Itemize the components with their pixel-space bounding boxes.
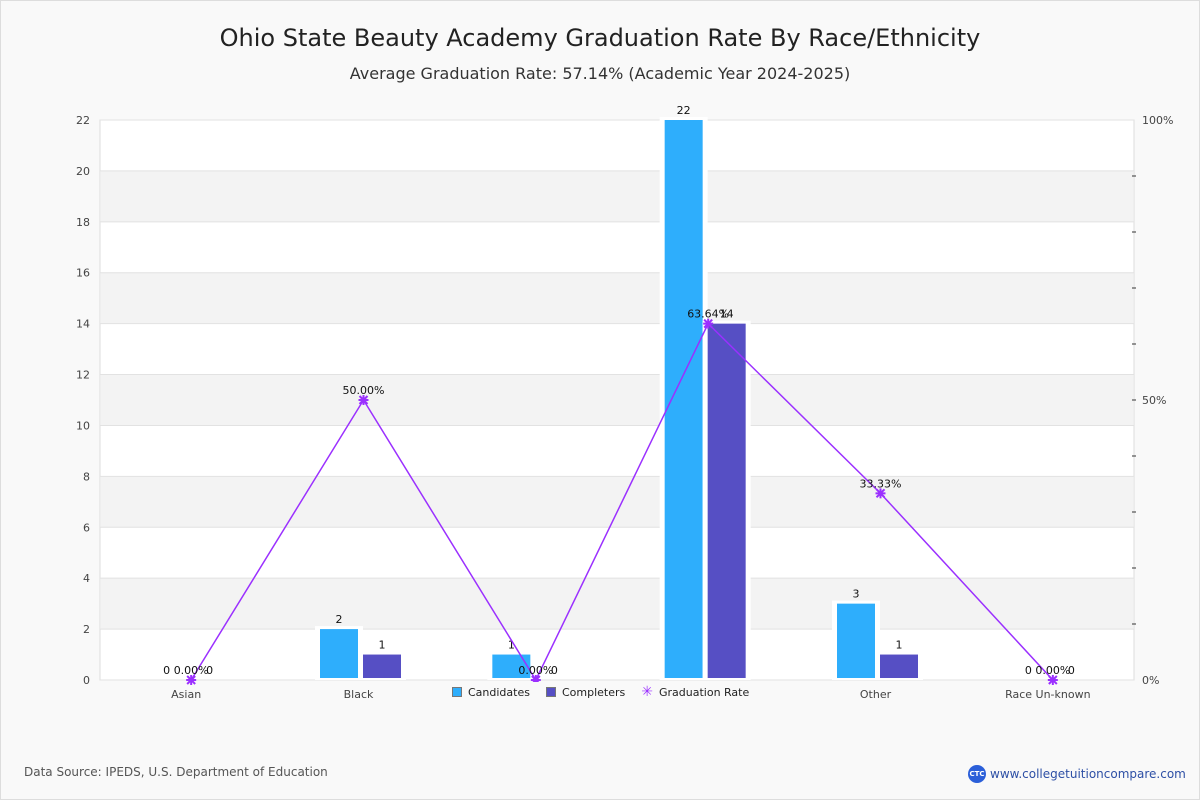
left-axis-tick: 8 — [83, 470, 90, 483]
bar-completers — [707, 323, 746, 678]
candidates-swatch-icon — [452, 687, 462, 697]
left-axis-tick: 4 — [83, 572, 90, 585]
left-axis-tick: 2 — [83, 623, 90, 636]
completers-data-label: 0 — [551, 664, 558, 677]
completers-data-label: 0 — [1068, 664, 1075, 677]
chart-subtitle: Average Graduation Rate: 57.14% (Academi… — [349, 64, 851, 83]
graduation-rate-label: 0.00% — [174, 664, 209, 677]
brand-url: www.collegetuitioncompare.com — [990, 767, 1186, 781]
grid-band — [101, 578, 1133, 630]
left-axis-tick: 12 — [76, 369, 90, 382]
completers-data-label: 14 — [720, 308, 734, 321]
completers-data-label: 1 — [896, 639, 903, 652]
asterisk-marker-icon: ✳ — [641, 684, 653, 700]
left-axis-tick: 22 — [76, 114, 90, 127]
chart-title: Ohio State Beauty Academy Graduation Rat… — [219, 24, 981, 52]
legend-item-completers[interactable]: Completers — [545, 685, 626, 699]
candidates-data-label: 22 — [677, 104, 691, 117]
left-axis-tick: 18 — [76, 216, 90, 229]
bar-completers — [880, 654, 918, 678]
left-axis-tick: 6 — [83, 521, 90, 534]
grid-band — [101, 374, 1133, 426]
graduation-rate-marker — [875, 488, 886, 499]
graduation-rate-marker — [186, 675, 197, 685]
legend-label: Graduation Rate — [658, 685, 750, 699]
left-axis-tick: 20 — [76, 165, 90, 178]
completers-data-label: 0 — [206, 664, 213, 677]
legend-item-candidates[interactable]: Candidates — [452, 686, 530, 699]
graduation-rate-line — [190, 322, 1054, 682]
legend-label: Completers — [561, 685, 626, 699]
graduation-rate-marker — [703, 318, 714, 329]
graduation-rate-marker — [1047, 675, 1058, 685]
legend: Candidates Completers ✳ Graduation Rate — [446, 682, 756, 702]
left-axis-tick: 0 — [83, 674, 90, 687]
data-source: Data Source: IPEDS, U.S. Department of E… — [24, 765, 328, 779]
grid-band — [101, 272, 1133, 324]
ctc-logo-icon: CTC — [968, 765, 986, 783]
grid-band — [101, 476, 1133, 528]
right-axis-tick: 100% — [1142, 114, 1173, 127]
candidates-data-label: 0 — [163, 664, 170, 677]
bar-candidates — [320, 629, 358, 678]
legend-item-graduation-rate[interactable]: ✳ Graduation Rate — [641, 684, 750, 700]
right-axis-tick: 0% — [1142, 674, 1159, 687]
bar-candidates — [664, 120, 703, 678]
left-axis-tick: 16 — [76, 267, 90, 280]
category-label: Black — [344, 688, 374, 701]
category-label: Asian — [171, 688, 201, 701]
grid-band — [101, 170, 1133, 222]
candidates-data-label: 3 — [853, 588, 860, 601]
candidates-data-label: 2 — [336, 613, 343, 626]
graduation-rate-label: 33.33% — [860, 477, 902, 490]
legend-label: Candidates — [468, 685, 530, 699]
bar-completers — [363, 654, 401, 678]
candidates-data-label: 1 — [508, 639, 515, 652]
graduation-rate-label: 63.64% — [687, 308, 729, 321]
right-axis-tick: 50% — [1142, 394, 1166, 407]
left-axis-tick: 10 — [76, 419, 90, 432]
left-axis-tick: 14 — [76, 318, 90, 331]
graduation-rate-label: 0.00% — [518, 664, 553, 677]
completers-data-label: 1 — [379, 639, 386, 652]
graduation-rate-label: 0.00% — [1035, 664, 1070, 677]
bar-candidates — [492, 654, 531, 678]
completers-swatch-icon — [545, 687, 556, 697]
bar-candidates — [837, 603, 875, 678]
candidates-data-label: 0 — [1025, 664, 1032, 677]
graduation-rate-label: 50.00% — [343, 384, 385, 397]
category-label: Other — [860, 688, 892, 701]
graduation-rate-marker — [358, 395, 369, 405]
brand-link[interactable]: CTC www.collegetuitioncompare.com — [968, 765, 1186, 783]
category-label: Race Un-known — [1005, 688, 1091, 701]
